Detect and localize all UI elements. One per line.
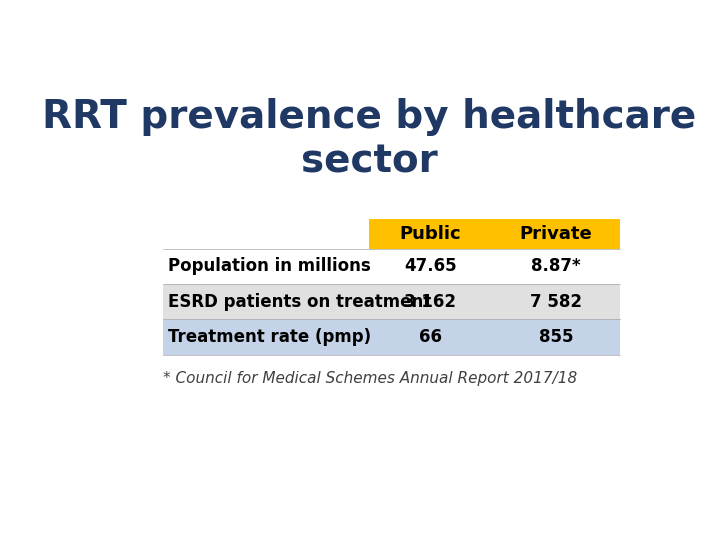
FancyBboxPatch shape	[369, 219, 492, 249]
Text: RRT prevalence by healthcare
sector: RRT prevalence by healthcare sector	[42, 98, 696, 180]
FancyBboxPatch shape	[163, 319, 620, 355]
Text: 66: 66	[419, 328, 442, 346]
FancyBboxPatch shape	[163, 284, 620, 319]
Text: 7 582: 7 582	[530, 293, 582, 310]
Text: 47.65: 47.65	[404, 258, 456, 275]
Text: 3 162: 3 162	[405, 293, 456, 310]
Text: Population in millions: Population in millions	[168, 258, 371, 275]
Text: 855: 855	[539, 328, 573, 346]
Text: Private: Private	[520, 225, 593, 242]
Text: ESRD patients on treatment: ESRD patients on treatment	[168, 293, 431, 310]
FancyBboxPatch shape	[163, 249, 620, 284]
Text: 8.87*: 8.87*	[531, 258, 581, 275]
Text: * Council for Medical Schemes Annual Report 2017/18: * Council for Medical Schemes Annual Rep…	[163, 372, 577, 386]
FancyBboxPatch shape	[492, 219, 620, 249]
Text: Public: Public	[400, 225, 462, 242]
Text: Treatment rate (pmp): Treatment rate (pmp)	[168, 328, 372, 346]
